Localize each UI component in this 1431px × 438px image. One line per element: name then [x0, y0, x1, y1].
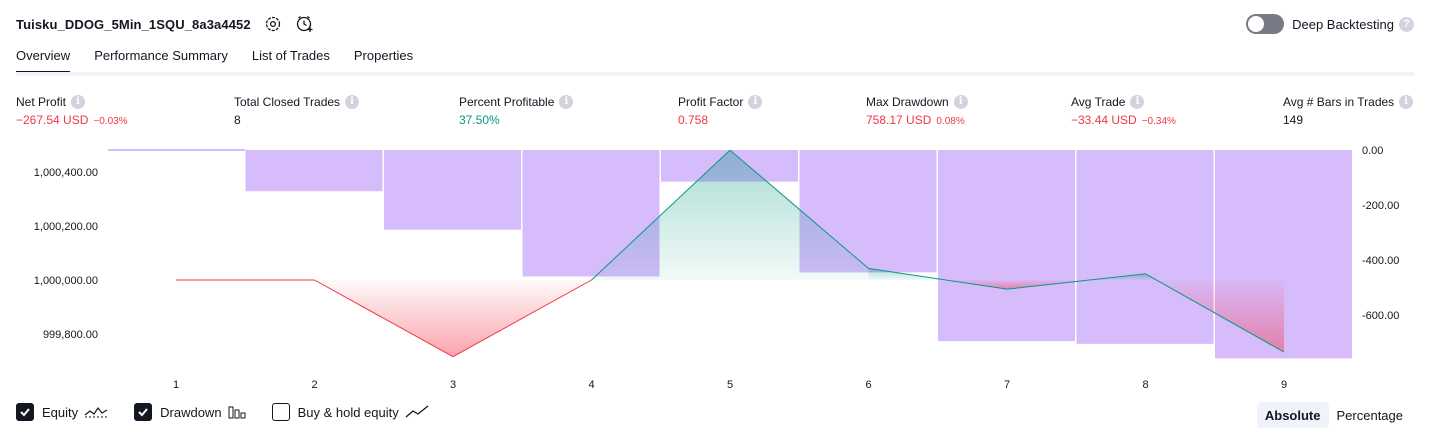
absolute-button[interactable]: Absolute — [1256, 402, 1329, 428]
metric-avg-trade: Avg Trade i −33.44 USD −0.34% — [1071, 94, 1176, 129]
chart-legend: Equity Drawdown Buy & hold equity — [16, 403, 455, 421]
x-axis-tick-label: 9 — [1281, 379, 1287, 391]
metric-label: Avg # Bars in Trades — [1283, 94, 1395, 109]
metric-label: Net Profit — [16, 94, 67, 109]
metric-max-drawdown: Max Drawdown i 758.17 USD 0.08% — [866, 94, 968, 129]
left-axis-tick-label: 1,000,400.00 — [34, 167, 98, 179]
equity-area-up — [1089, 273, 1146, 280]
x-axis-tick-label: 8 — [1142, 379, 1148, 391]
add-alert-clock-icon[interactable] — [295, 14, 315, 34]
percentage-button[interactable]: Percentage — [1336, 407, 1404, 423]
legend-equity[interactable]: Equity — [16, 403, 108, 421]
metric-avg-bars-in-trades: Avg # Bars in Trades i 149 — [1283, 94, 1414, 129]
equity-line-segment — [452, 279, 592, 358]
drawdown-bar — [384, 150, 521, 230]
metric-value: −33.44 USD — [1071, 113, 1137, 127]
metric-value: 0.758 — [678, 113, 709, 127]
tab-properties[interactable]: Properties — [353, 48, 414, 63]
help-icon[interactable]: ? — [1399, 16, 1414, 32]
x-axis-tick-label: 7 — [1004, 379, 1010, 391]
settings-gear-icon[interactable] — [263, 14, 283, 34]
right-axis-tick-label: -200.00 — [1362, 200, 1399, 212]
drawdown-bars-icon — [228, 405, 246, 419]
metric-label: Percent Profitable — [459, 94, 555, 109]
info-icon[interactable]: i — [1399, 94, 1414, 109]
toggle-knob — [1248, 16, 1265, 32]
x-axis-tick-label: 4 — [588, 379, 594, 391]
x-axis-tick-label: 2 — [311, 379, 317, 391]
strategy-header: Tuisku_DDOG_5Min_1SQU_8a3a4452 — [16, 12, 315, 36]
metric-value: 149 — [1283, 113, 1304, 127]
equity-drawdown-chart[interactable]: 1,000,400.00 1,000,200.00 1,000,000.00 999,… — [0, 140, 1431, 395]
equity-line-icon — [84, 405, 108, 419]
tab-performance-summary[interactable]: Performance Summary — [94, 48, 228, 63]
equity-line-segment — [591, 149, 731, 281]
tabs-divider — [16, 72, 1415, 76]
strategy-name: Tuisku_DDOG_5Min_1SQU_8a3a4452 — [16, 16, 251, 32]
equity-area-up — [730, 150, 869, 280]
info-icon[interactable]: i — [748, 94, 763, 109]
metric-percent-profitable: Percent Profitable i 37.50% — [459, 94, 574, 129]
report-tabs: Overview Performance Summary List of Tra… — [16, 48, 437, 74]
x-axis-tick-label: 1 — [173, 379, 179, 391]
buy-hold-checkbox[interactable] — [271, 403, 290, 421]
metric-percent: −0.03% — [93, 116, 128, 127]
legend-label: Drawdown — [160, 404, 222, 420]
equity-line-segment — [1006, 273, 1146, 290]
metric-value: 37.50% — [459, 113, 500, 127]
deep-backtesting-label: Deep Backtesting — [1292, 16, 1394, 32]
left-axis-tick-label: 999,800.00 — [43, 329, 98, 341]
legend-buy-hold[interactable]: Buy & hold equity — [271, 403, 429, 421]
x-axis-tick-label: 5 — [727, 379, 733, 391]
tab-overview[interactable]: Overview — [16, 48, 71, 74]
metric-net-profit: Net Profit i −267.54 USD −0.03% — [16, 94, 128, 129]
equity-line-segment — [314, 279, 454, 358]
equity-line-segment — [729, 149, 869, 269]
info-icon[interactable]: i — [953, 94, 968, 109]
info-icon[interactable]: i — [559, 94, 574, 109]
drawdown-bar — [245, 150, 383, 192]
legend-label: Equity — [42, 404, 79, 420]
right-axis-tick-label: -400.00 — [1362, 255, 1399, 267]
metric-label: Profit Factor — [678, 94, 744, 109]
drawdown-checkbox[interactable] — [134, 403, 153, 421]
info-icon[interactable]: i — [71, 94, 86, 109]
metric-percent: 0.08% — [936, 116, 965, 127]
equity-checkbox[interactable] — [16, 403, 34, 421]
metric-value: −267.54 USD — [16, 113, 89, 127]
deep-backtesting-control: Deep Backtesting ? — [1246, 12, 1414, 36]
equity-line-segment — [868, 267, 1008, 290]
metric-label: Avg Trade — [1071, 94, 1126, 109]
value-mode-switch: Absolute Percentage — [1256, 402, 1411, 428]
metric-value: 8 — [234, 113, 241, 127]
x-axis-tick-label: 3 — [450, 379, 456, 391]
metric-profit-factor: Profit Factor i 0.758 — [678, 94, 763, 129]
tab-list-of-trades[interactable]: List of Trades — [251, 48, 330, 63]
drawdown-bar — [1076, 150, 1214, 344]
left-axis-tick-label: 1,000,200.00 — [34, 221, 98, 233]
legend-drawdown[interactable]: Drawdown — [134, 403, 246, 421]
buy-hold-line-icon — [405, 405, 429, 419]
metric-label: Max Drawdown — [866, 94, 949, 109]
x-axis-tick-label: 6 — [865, 379, 871, 391]
equity-line-segment — [1145, 273, 1285, 353]
right-axis-tick-label: -600.00 — [1362, 310, 1399, 322]
right-axis-tick-label: 0.00 — [1362, 145, 1383, 157]
info-icon[interactable]: i — [1130, 94, 1145, 109]
legend-label: Buy & hold equity — [297, 404, 399, 420]
drawdown-bar — [938, 150, 1075, 342]
deep-backtesting-toggle[interactable] — [1246, 14, 1285, 34]
metric-label: Total Closed Trades — [234, 94, 341, 109]
left-axis-tick-label: 1,000,000.00 — [34, 275, 98, 287]
metric-total-closed-trades: Total Closed Trades i 8 — [234, 94, 360, 129]
metric-value: 758.17 USD — [866, 113, 932, 127]
metric-percent: −0.34% — [1141, 116, 1176, 127]
info-icon[interactable]: i — [345, 94, 360, 109]
